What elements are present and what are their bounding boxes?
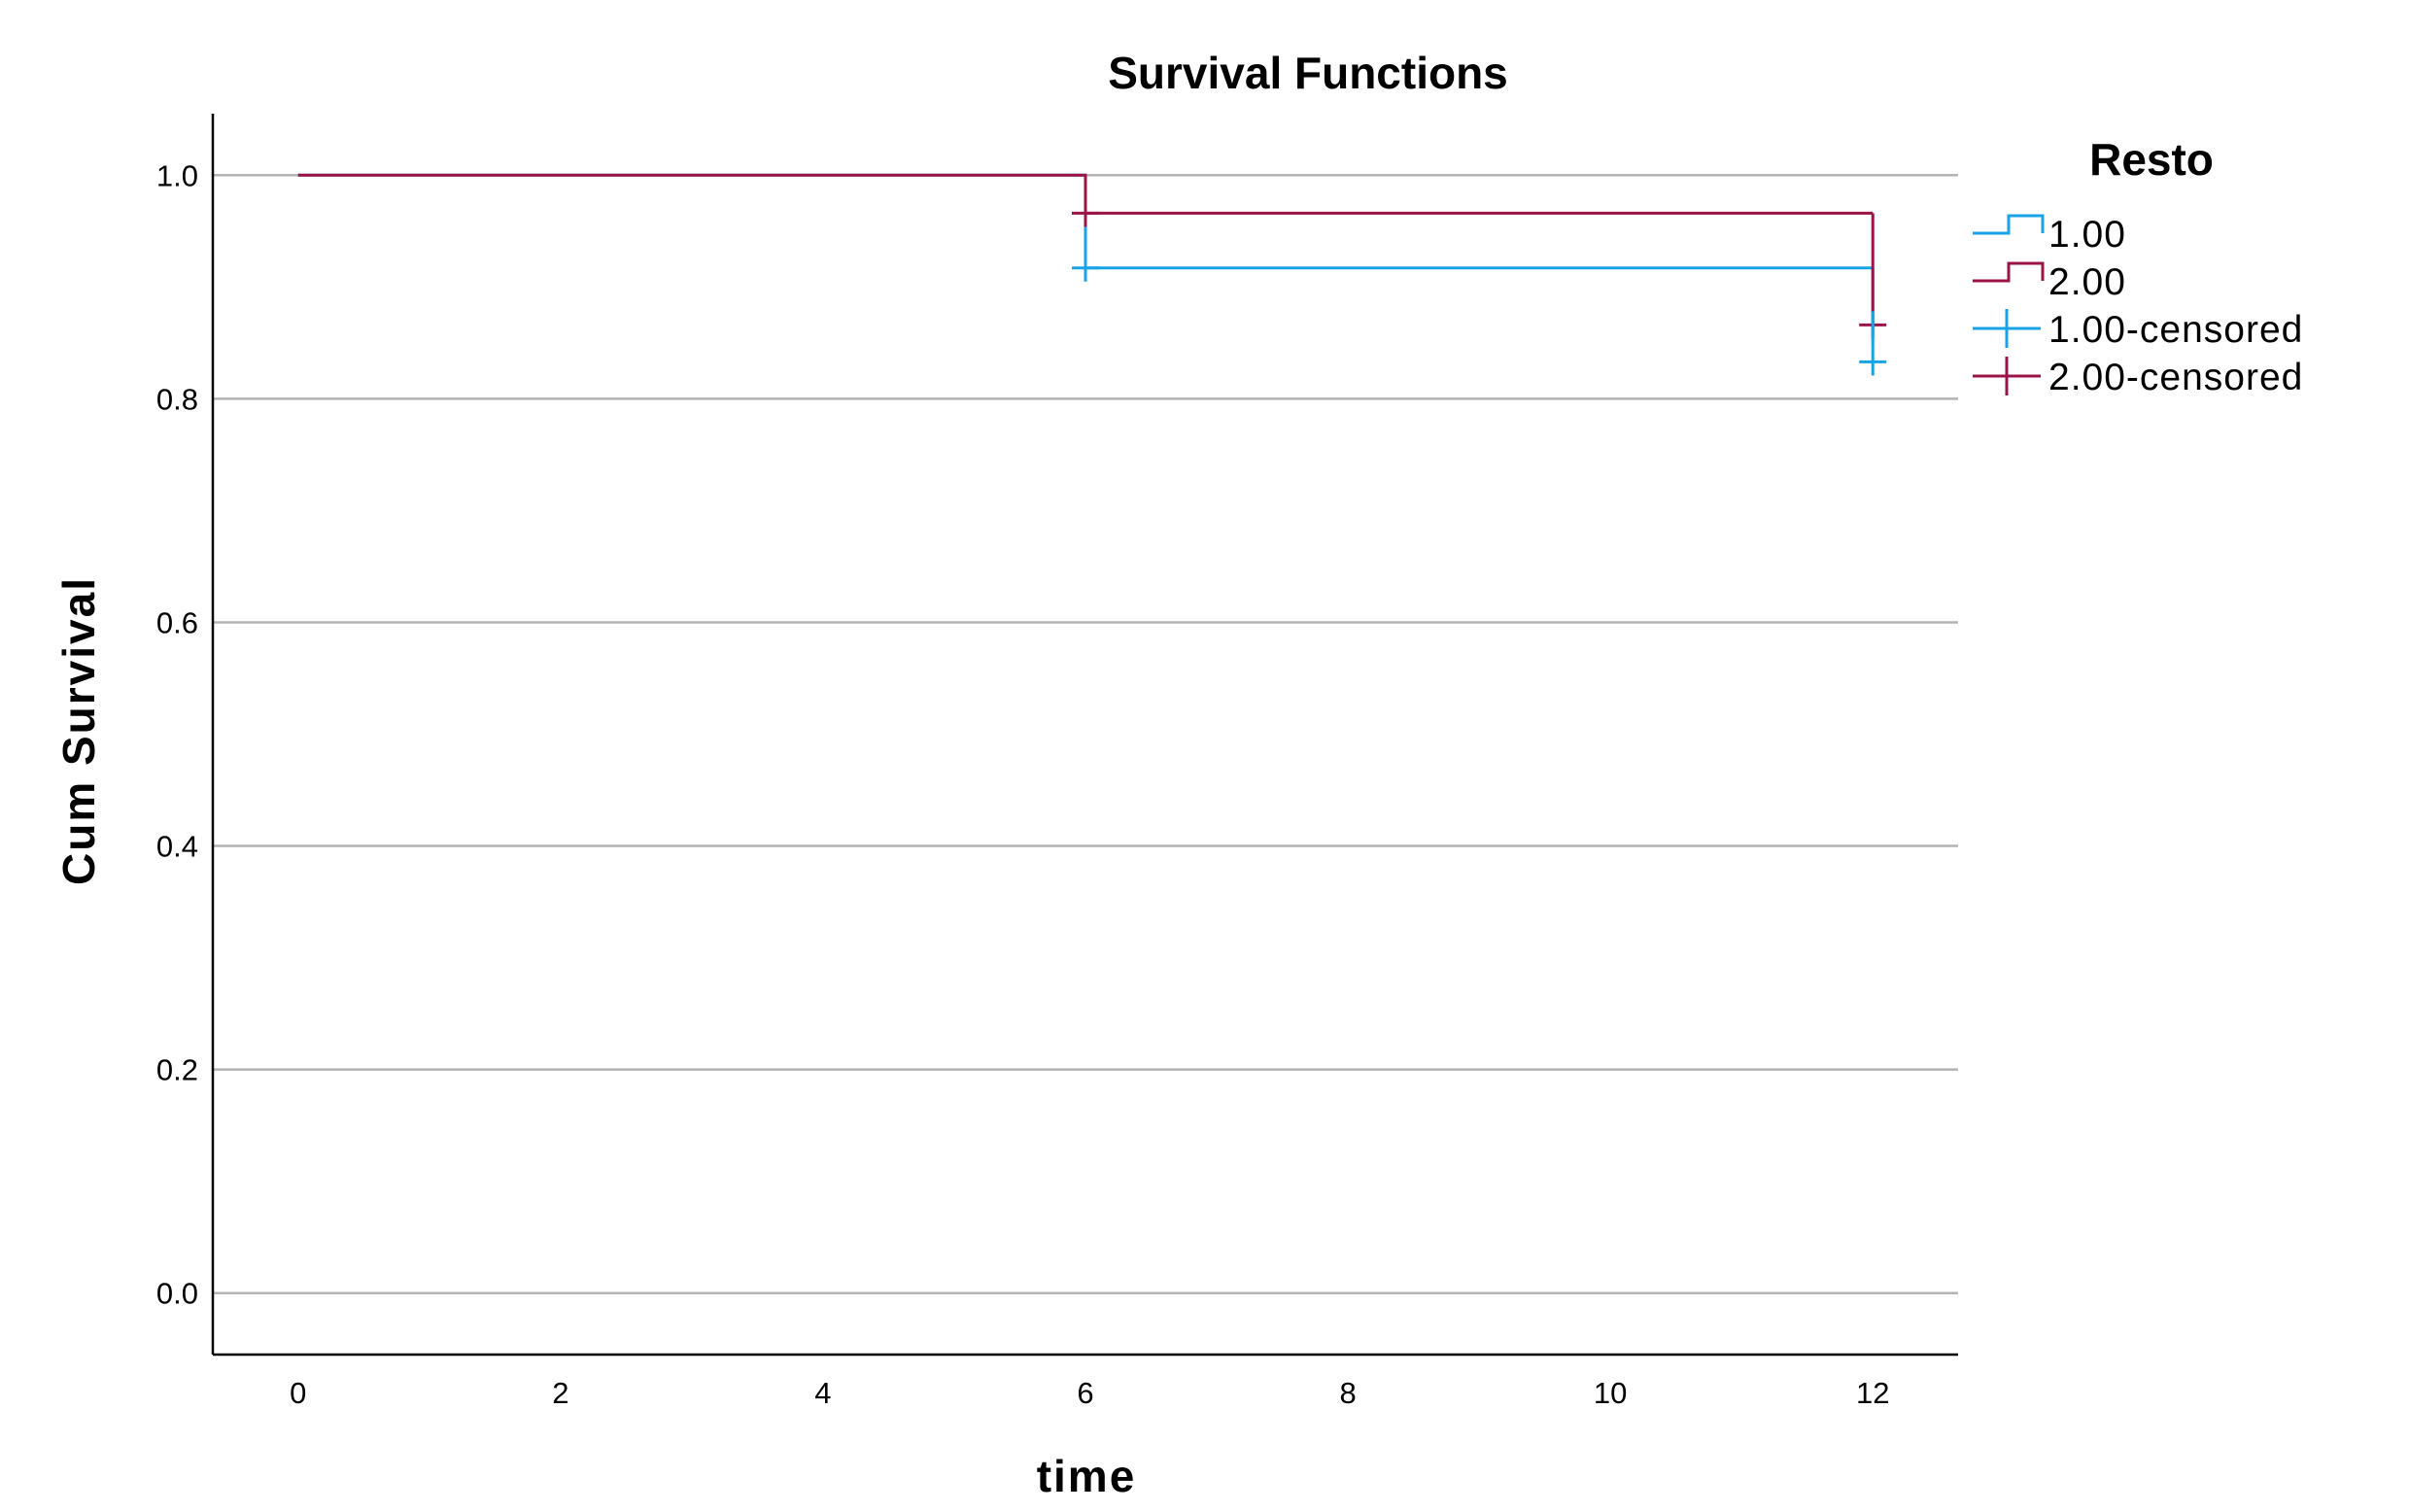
y-axis-title: Cum Survival (53, 576, 104, 885)
x-tick-label: 2 (552, 1376, 568, 1410)
y-tick-label: 0.2 (156, 1053, 198, 1087)
chart-title: Survival Functions (1108, 48, 1508, 98)
x-tick-label: 8 (1339, 1376, 1356, 1410)
y-tick-label: 0.4 (156, 830, 198, 864)
x-tick-label: 10 (1594, 1376, 1627, 1410)
y-tick-label: 0.8 (156, 382, 198, 416)
legend-label: 2.00-censored (2048, 357, 2303, 398)
axes (211, 114, 1958, 1357)
x-tick-label: 4 (814, 1376, 831, 1410)
series-line-2.00 (297, 173, 1874, 215)
y-tick-label: 0.6 (156, 605, 198, 639)
series-layer (297, 173, 1887, 376)
legend-title: Resto (2089, 134, 2214, 185)
gridlines (213, 174, 1958, 1294)
legend-label: 1.00-censored (2048, 309, 2303, 351)
legend-step-swatch (1973, 214, 2045, 235)
x-tick-label: 6 (1077, 1376, 1093, 1410)
legend-label: 1.00 (2048, 214, 2126, 256)
x-axis-title: time (1037, 1451, 1137, 1501)
legend-label: 2.00 (2048, 261, 2126, 303)
y-axis-ticks: 0.0 0.2 0.4 0.6 0.8 1.0 (156, 158, 198, 1310)
y-tick-label: 0.0 (156, 1277, 198, 1311)
legend-step-swatch (1973, 261, 2045, 283)
x-tick-label: 12 (1856, 1376, 1889, 1410)
y-tick-label: 1.0 (156, 158, 198, 192)
legend: Resto 1.00 2.00 1.00-censored 2.00-censored (1973, 134, 2303, 398)
x-tick-label: 0 (290, 1376, 306, 1410)
x-axis-ticks: 0 2 4 6 8 10 12 (290, 1376, 1889, 1410)
